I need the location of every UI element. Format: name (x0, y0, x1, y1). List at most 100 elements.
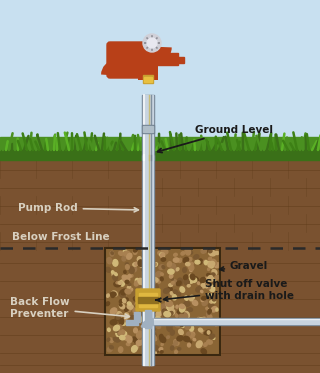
Ellipse shape (111, 271, 114, 274)
Ellipse shape (122, 256, 126, 261)
Ellipse shape (145, 330, 150, 334)
Ellipse shape (201, 284, 205, 286)
Ellipse shape (118, 281, 122, 284)
Ellipse shape (127, 336, 132, 343)
Ellipse shape (159, 348, 163, 351)
Ellipse shape (177, 293, 180, 295)
Ellipse shape (190, 274, 195, 280)
Ellipse shape (112, 272, 117, 276)
Ellipse shape (197, 317, 200, 322)
Ellipse shape (188, 264, 194, 270)
Ellipse shape (184, 279, 189, 285)
Ellipse shape (133, 307, 139, 313)
Ellipse shape (180, 325, 183, 327)
Ellipse shape (117, 311, 122, 317)
Ellipse shape (113, 274, 117, 280)
Ellipse shape (208, 294, 212, 296)
Ellipse shape (151, 335, 156, 341)
Ellipse shape (173, 258, 179, 262)
Ellipse shape (138, 317, 142, 322)
Ellipse shape (178, 258, 182, 263)
Ellipse shape (204, 332, 207, 335)
Ellipse shape (206, 286, 210, 289)
Ellipse shape (123, 276, 130, 282)
Ellipse shape (163, 309, 167, 315)
Ellipse shape (190, 262, 193, 265)
Ellipse shape (129, 274, 133, 277)
Ellipse shape (154, 317, 161, 322)
Ellipse shape (185, 325, 190, 329)
Ellipse shape (167, 262, 172, 267)
Ellipse shape (156, 325, 161, 329)
Ellipse shape (140, 288, 144, 292)
Ellipse shape (177, 336, 183, 341)
Bar (176, 57, 184, 63)
Ellipse shape (183, 336, 190, 341)
Ellipse shape (188, 321, 193, 325)
Ellipse shape (116, 282, 119, 284)
Ellipse shape (175, 350, 178, 354)
Ellipse shape (155, 322, 158, 325)
Ellipse shape (171, 278, 173, 280)
Ellipse shape (138, 316, 141, 319)
Bar (105, 248, 220, 355)
Ellipse shape (187, 308, 192, 311)
Ellipse shape (124, 298, 128, 303)
Ellipse shape (214, 263, 220, 268)
Ellipse shape (165, 300, 171, 305)
Ellipse shape (178, 278, 183, 285)
Ellipse shape (174, 341, 177, 345)
Ellipse shape (206, 307, 209, 310)
Bar (144, 77, 152, 82)
Ellipse shape (200, 278, 205, 283)
Ellipse shape (152, 277, 158, 282)
Ellipse shape (188, 308, 193, 311)
Ellipse shape (128, 283, 131, 285)
Ellipse shape (186, 296, 188, 298)
Ellipse shape (193, 338, 196, 341)
Ellipse shape (184, 311, 189, 318)
Ellipse shape (120, 336, 125, 340)
Bar (139, 293, 157, 307)
Ellipse shape (212, 270, 217, 275)
Ellipse shape (147, 295, 152, 301)
Ellipse shape (141, 316, 144, 319)
Ellipse shape (197, 282, 200, 284)
Ellipse shape (203, 317, 206, 319)
Ellipse shape (121, 289, 127, 295)
Ellipse shape (154, 349, 159, 353)
Ellipse shape (175, 322, 182, 327)
Ellipse shape (160, 277, 163, 281)
Ellipse shape (182, 313, 188, 320)
Circle shape (143, 34, 161, 52)
Ellipse shape (205, 283, 209, 286)
Ellipse shape (134, 328, 137, 333)
Ellipse shape (159, 265, 164, 269)
Ellipse shape (213, 282, 216, 284)
Ellipse shape (211, 259, 216, 265)
Ellipse shape (124, 313, 129, 319)
Ellipse shape (212, 337, 215, 339)
Ellipse shape (137, 304, 143, 309)
Ellipse shape (147, 322, 151, 327)
Ellipse shape (125, 280, 129, 283)
Ellipse shape (210, 273, 215, 279)
Ellipse shape (119, 300, 122, 303)
Bar (142, 95, 154, 160)
Ellipse shape (138, 335, 142, 340)
Ellipse shape (215, 322, 219, 326)
Bar (143, 126, 153, 132)
Ellipse shape (111, 252, 113, 254)
Ellipse shape (179, 314, 185, 319)
Ellipse shape (201, 248, 207, 253)
Ellipse shape (138, 260, 143, 266)
Ellipse shape (120, 290, 125, 296)
Ellipse shape (119, 304, 122, 306)
Text: Back Flow
Preventer: Back Flow Preventer (10, 297, 129, 319)
Ellipse shape (203, 318, 206, 320)
Ellipse shape (107, 257, 112, 264)
Ellipse shape (159, 335, 163, 339)
Bar (154, 318, 320, 325)
Ellipse shape (203, 321, 208, 325)
Ellipse shape (162, 266, 165, 269)
